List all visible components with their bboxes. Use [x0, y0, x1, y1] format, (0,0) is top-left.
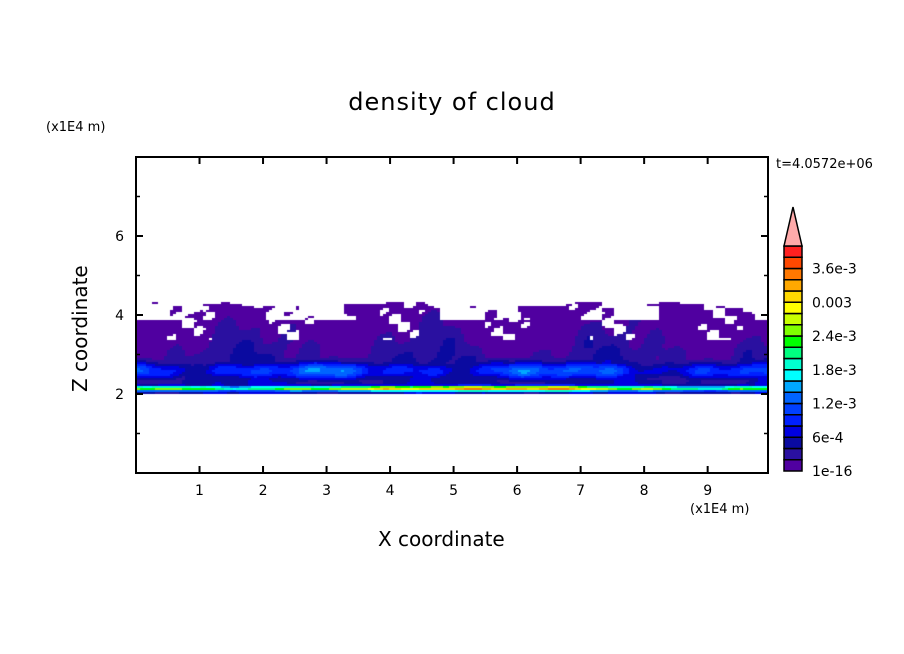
colorbar-swatch: [783, 380, 803, 393]
x-axis-label: X coordinate: [378, 527, 505, 551]
colorbar-swatch: [783, 267, 803, 281]
colorbar-label: 6e-4: [812, 430, 844, 446]
colorbar-swatch: [783, 414, 803, 427]
colorbar-swatch: [783, 290, 803, 303]
colorbar-label: 1.8e-3: [812, 363, 857, 379]
colorbar-swatch: [783, 245, 803, 258]
y-tick-label: 4: [115, 308, 124, 324]
time-annotation: t=4.0572e+06: [776, 157, 873, 172]
x-tick-label: 3: [322, 483, 331, 499]
colorbar-swatch: [783, 312, 803, 326]
colorbar-swatch: [783, 369, 803, 382]
colorbar-swatch: [783, 402, 803, 416]
colorbar-label: 0.003: [812, 295, 852, 311]
x-tick-label: 6: [513, 483, 522, 499]
x-axis-unit: (x1E4 m): [690, 502, 750, 517]
colorbar-swatch: [783, 459, 803, 472]
colorbar-swatch: [783, 447, 803, 461]
colorbar-swatch: [783, 324, 803, 337]
y-tick-label: 6: [115, 229, 124, 245]
x-tick-label: 9: [703, 483, 712, 499]
colorbar-extend-triangle: [783, 206, 803, 247]
colorbar-swatch: [783, 256, 803, 270]
chart-title: density of cloud: [348, 88, 556, 116]
x-tick-label: 7: [576, 483, 585, 499]
colorbar-swatch: [783, 346, 803, 360]
y-axis-unit: (x1E4 m): [46, 120, 106, 135]
colorbar-swatch: [783, 425, 803, 438]
colorbar-label: 1e-16: [812, 464, 852, 480]
x-tick-label: 8: [640, 483, 649, 499]
colorbar-swatch: [783, 279, 803, 292]
plot-frame: [135, 156, 769, 474]
y-tick-label: 2: [115, 387, 124, 403]
colorbar-label: 2.4e-3: [812, 329, 857, 345]
x-tick-label: 1: [195, 483, 204, 499]
colorbar-swatch: [783, 335, 803, 348]
colorbar-swatch: [783, 357, 803, 371]
colorbar-swatch: [783, 391, 803, 405]
x-tick-label: 4: [386, 483, 395, 499]
x-tick-label: 2: [259, 483, 268, 499]
x-tick-label: 5: [449, 483, 458, 499]
colorbar-label: 1.2e-3: [812, 397, 857, 413]
colorbar-swatch: [783, 301, 803, 315]
colorbar-swatch: [783, 436, 803, 450]
colorbar-label: 3.6e-3: [812, 262, 857, 278]
contour-field: [137, 158, 768, 472]
